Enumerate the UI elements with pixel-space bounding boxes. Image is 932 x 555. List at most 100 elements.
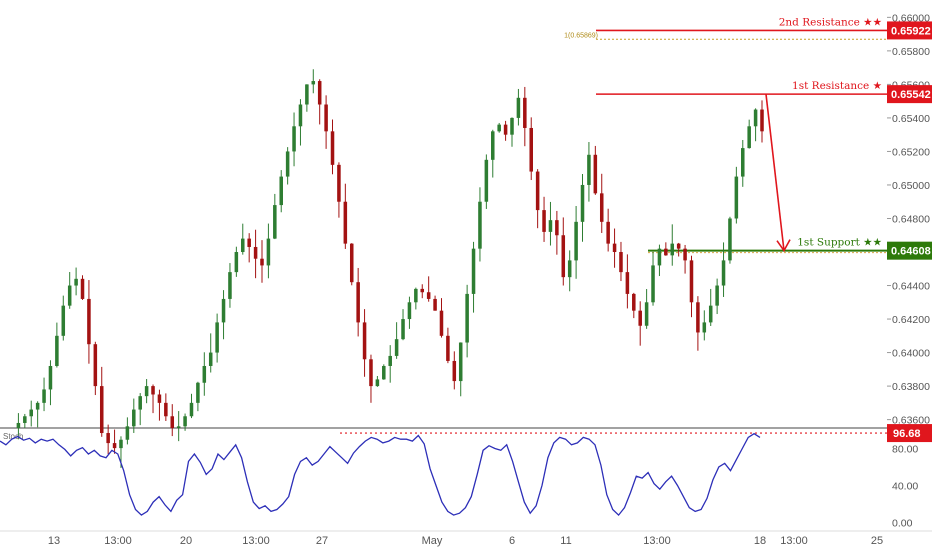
price-tick-label: 0.63800	[892, 381, 930, 393]
candle-body	[529, 127, 533, 172]
candle-body	[375, 379, 380, 387]
candle-body	[664, 248, 668, 256]
candle-body	[548, 220, 553, 232]
candle-body	[80, 278, 85, 299]
candle-body	[292, 126, 296, 152]
level-label: 1st Support ★★	[797, 237, 882, 249]
candle-body	[676, 243, 681, 249]
candle-body	[382, 365, 386, 380]
candle-body	[433, 298, 437, 311]
candle-body	[305, 84, 309, 105]
candle-body	[420, 288, 425, 293]
candle-body	[285, 151, 290, 177]
candle-body	[471, 248, 476, 294]
candle-body	[394, 339, 399, 356]
candle-body	[99, 386, 104, 434]
candle-body	[619, 252, 623, 273]
candle-body	[478, 201, 482, 249]
candle-body	[587, 154, 591, 185]
candle-body	[253, 246, 258, 259]
osc-tick-label: 0.00	[892, 517, 913, 529]
candle-body	[708, 305, 713, 323]
candle-body	[298, 104, 303, 127]
level-badge-text: 0.64608	[891, 246, 931, 258]
candle-body	[446, 335, 450, 361]
time-tick-label: 6	[509, 535, 515, 547]
level-badges: 0.65922 0.65542 0.64608 96.68	[887, 21, 932, 443]
time-tick-label: 20	[180, 535, 192, 547]
price-tick-label: 0.64200	[892, 314, 930, 326]
candle-body	[401, 319, 405, 340]
price-tick-label: 0.65400	[892, 113, 930, 125]
candle-body	[465, 293, 469, 343]
candle-body	[388, 355, 392, 366]
candle-body	[497, 124, 501, 132]
time-tick-label: 13:00	[104, 535, 132, 547]
candle-body	[458, 342, 463, 382]
candle-body	[337, 164, 341, 202]
candle-body	[523, 97, 527, 128]
candle-body	[317, 81, 322, 105]
candle-body	[324, 104, 328, 132]
candle-body	[555, 220, 559, 236]
candle-body	[535, 171, 540, 211]
candle-body	[491, 131, 495, 160]
candle-body	[657, 248, 662, 266]
candle-body	[138, 396, 142, 410]
osc-tick-label: 80.00	[892, 443, 918, 455]
candle-body	[16, 422, 21, 428]
candle-body	[689, 260, 694, 303]
candle-body	[279, 176, 283, 206]
candle-body	[93, 344, 98, 387]
candle-body	[55, 335, 59, 366]
osc-level-badge-text: 96.68	[893, 428, 921, 440]
candle-body	[221, 298, 226, 323]
osc-level-badge	[887, 424, 932, 443]
time-tick-label: 13:00	[643, 535, 671, 547]
price-tick-label: 0.64400	[892, 281, 930, 293]
time-tick-label: 11	[560, 535, 571, 547]
candle-body	[356, 282, 360, 323]
candle-body	[625, 272, 630, 294]
candle-body	[87, 298, 91, 345]
candle-body	[208, 352, 213, 366]
candle-body	[106, 433, 110, 444]
candle-body	[157, 394, 162, 403]
candle-body	[760, 109, 764, 132]
time-tick-label: 18	[754, 535, 766, 547]
price-tick-label: 0.63600	[892, 415, 930, 427]
candle-body	[202, 365, 207, 383]
candle-body	[683, 248, 687, 261]
projection-arrow-shaft	[765, 94, 785, 251]
candle-body	[61, 305, 66, 336]
candle-body	[715, 285, 719, 306]
candle-body	[266, 238, 271, 266]
candle-body	[119, 439, 123, 449]
candle-body	[728, 218, 732, 261]
candle-body	[311, 81, 316, 85]
candle-body	[580, 184, 585, 222]
level-badge-text: 0.65922	[891, 25, 931, 37]
level-badge	[887, 21, 932, 40]
grid	[0, 427, 932, 532]
candle-body	[189, 402, 194, 417]
candle-body	[132, 409, 136, 427]
level-badge	[887, 241, 932, 260]
candle-body	[29, 409, 33, 417]
candle-body	[426, 292, 431, 299]
osc-tick-label: 40.00	[892, 480, 918, 492]
osc-title: Stoch	[3, 432, 23, 441]
candle-body	[343, 201, 348, 244]
candle-body	[644, 302, 649, 326]
candle-body	[23, 416, 27, 423]
candle-body	[747, 126, 751, 149]
candle-body	[349, 243, 354, 283]
candle-body	[228, 272, 232, 299]
candle-body	[702, 322, 707, 333]
candle-body	[48, 365, 53, 390]
candle-body	[176, 426, 181, 428]
candle-body	[734, 176, 739, 219]
candle-body	[599, 193, 604, 222]
candle-body	[215, 322, 219, 353]
